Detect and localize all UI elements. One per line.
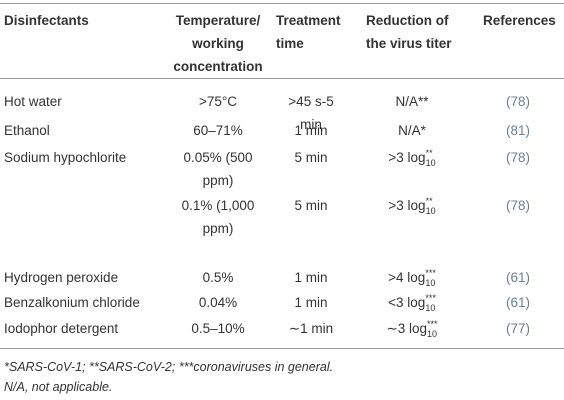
cell-text: 60–71%: [193, 123, 243, 138]
reference: (78): [505, 150, 530, 165]
subscript: 10: [425, 158, 436, 169]
cell-text: 0.05% (500 ppm): [183, 150, 253, 188]
cell-text: Benzalkonium chloride: [4, 295, 140, 310]
footnote: N/A, not applicable.: [4, 380, 113, 394]
subscript: 10: [425, 206, 436, 217]
superscript: **: [425, 148, 433, 159]
header-rule: [0, 78, 564, 79]
cell-text: >45 s-5 min: [288, 94, 334, 132]
reduction-text: ∼3 log: [386, 321, 428, 336]
reference: (78): [505, 94, 530, 109]
cell-text: >75°C: [198, 94, 238, 109]
footnote: *SARS-CoV-1; **SARS-CoV-2; ***coronaviru…: [4, 360, 334, 374]
reference: (81): [505, 123, 530, 138]
reduction-text: >3 log: [388, 198, 426, 213]
reduction-text: >3 log: [388, 150, 426, 165]
subscript: 10: [425, 278, 436, 289]
cell-reduction: >3 log ** 10: [357, 194, 467, 217]
reference: (77): [505, 321, 530, 336]
superscript: **: [425, 196, 433, 207]
cell-text: Sodium hypochlorite: [4, 150, 127, 165]
column-header: References: [483, 13, 556, 28]
column-header: Reduction of the virus titer: [366, 13, 452, 51]
cell-text: 0.1% (1,000 ppm): [181, 198, 255, 236]
reduction-scripts: ** 10: [426, 196, 436, 216]
cell-text: 1 min: [294, 270, 328, 285]
cell-text: 5 min: [294, 150, 328, 165]
cell-text: Ethanol: [4, 123, 50, 138]
reduction-scripts: *** 10: [427, 319, 438, 339]
reduction-scripts: *** 10: [425, 293, 436, 313]
column-header: Disinfectants: [4, 13, 89, 28]
column-header: Treatment time: [276, 13, 341, 51]
cell-text: Hot water: [4, 94, 62, 109]
cell-text: 1 min: [294, 295, 328, 310]
cell-text: 5 min: [294, 198, 328, 213]
cell-text: 0.04%: [198, 295, 238, 310]
cell-reduction: >3 log ** 10: [357, 146, 467, 169]
superscript: ***: [425, 293, 436, 304]
cell-text: N/A*: [398, 123, 426, 138]
reduction-text: >4 log: [388, 270, 426, 285]
top-rule: [0, 3, 564, 4]
cell-text: Iodophor detergent: [4, 321, 119, 336]
cell-text: Hydrogen peroxide: [4, 270, 119, 285]
reduction-text: <3 log: [388, 295, 426, 310]
reference: (61): [505, 295, 530, 310]
cell-text: N/A**: [395, 94, 429, 109]
subscript: 10: [427, 329, 438, 340]
cell-text: 1 min: [294, 123, 328, 138]
cell-reduction: ∼3 log *** 10: [357, 317, 467, 340]
cell-reduction: <3 log *** 10: [357, 291, 467, 314]
reduction-scripts: ** 10: [426, 148, 436, 168]
cell-reduction: >4 log *** 10: [357, 266, 467, 289]
cell-text: ∼1 min: [288, 321, 334, 336]
reference: (61): [505, 270, 530, 285]
cell-text: 0.5%: [202, 270, 234, 285]
cell-text: 0.5–10%: [191, 321, 245, 336]
superscript: ***: [425, 268, 436, 279]
reduction-scripts: *** 10: [425, 268, 436, 288]
superscript: ***: [427, 319, 438, 330]
reference: (78): [505, 198, 530, 213]
column-header: Temperature/ working concentration: [173, 13, 263, 74]
subscript: 10: [425, 303, 436, 314]
bottom-rule: [0, 348, 564, 349]
